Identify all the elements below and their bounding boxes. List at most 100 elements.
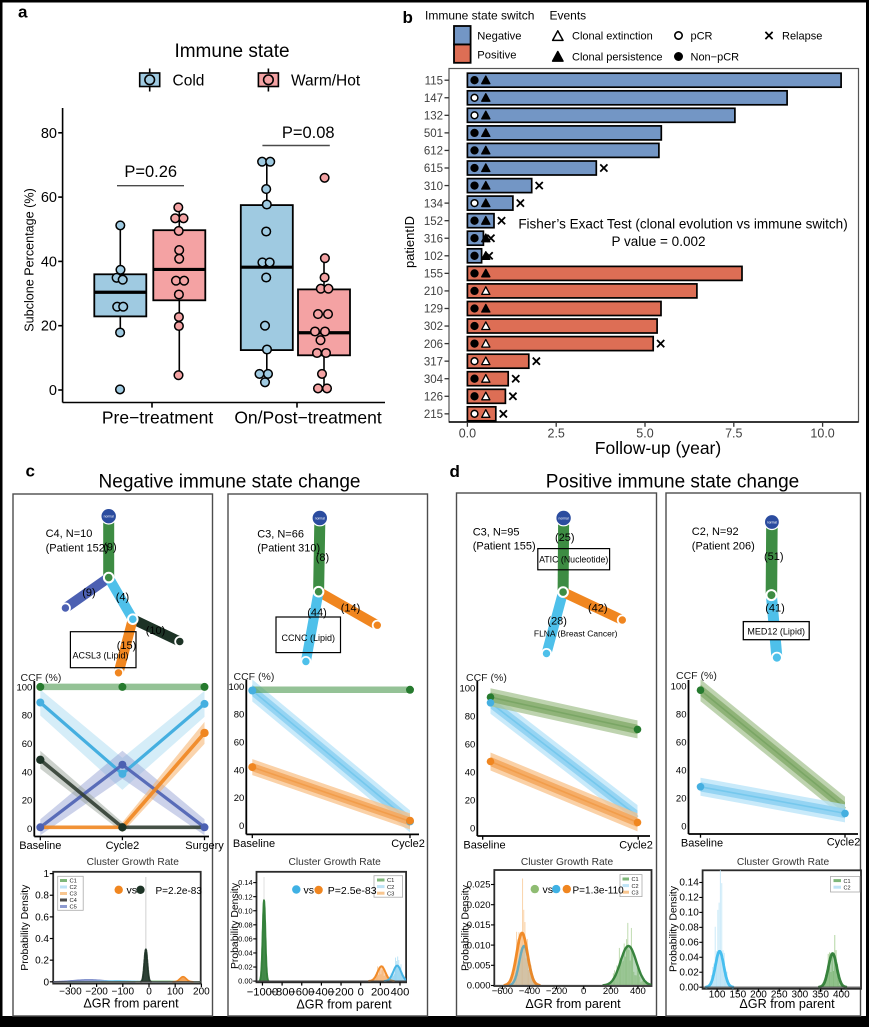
svg-text:0: 0	[27, 824, 32, 835]
svg-text:CCF (%): CCF (%)	[234, 671, 275, 683]
svg-text:Clonal persistence: Clonal persistence	[572, 52, 663, 64]
svg-text:7.5: 7.5	[725, 427, 742, 441]
svg-text:501: 501	[424, 128, 443, 140]
svg-text:Follow-up (year): Follow-up (year)	[595, 438, 721, 458]
svg-text:Negative immune state change: Negative immune state change	[99, 472, 361, 493]
svg-text:200: 200	[193, 987, 210, 998]
svg-text:0.12: 0.12	[238, 892, 253, 901]
svg-text:400: 400	[391, 987, 410, 999]
svg-text:normal: normal	[315, 516, 325, 520]
svg-text:(8): (8)	[316, 552, 329, 564]
svg-text:5.0: 5.0	[636, 427, 653, 441]
svg-text:normal: normal	[104, 515, 114, 519]
svg-text:Non−pCR: Non−pCR	[691, 52, 740, 64]
svg-text:200: 200	[371, 987, 390, 999]
svg-text:FLNA (Breast Cancer): FLNA (Breast Cancer)	[534, 629, 618, 639]
svg-text:C2: C2	[632, 884, 639, 890]
svg-text:ACSL3 (Lipid): ACSL3 (Lipid)	[72, 651, 128, 661]
svg-text:150: 150	[729, 990, 746, 1001]
svg-text:Negative: Negative	[477, 30, 521, 42]
svg-text:−600: −600	[492, 986, 513, 997]
svg-text:P=2.2e-83: P=2.2e-83	[156, 886, 203, 897]
svg-text:615: 615	[424, 163, 443, 175]
svg-text:400: 400	[833, 990, 850, 1001]
svg-text:147: 147	[424, 93, 443, 105]
svg-text:(41): (41)	[765, 603, 785, 615]
svg-text:0.0: 0.0	[459, 427, 476, 441]
svg-text:132: 132	[424, 111, 443, 123]
svg-text:Clonal extinction: Clonal extinction	[572, 31, 653, 43]
svg-text:Fisher’s Exact Test (clonal ev: Fisher’s Exact Test (clonal evolution vs…	[518, 217, 847, 232]
svg-text:80: 80	[41, 126, 57, 142]
svg-text:patientID: patientID	[402, 216, 417, 268]
svg-text:0: 0	[470, 824, 475, 835]
svg-text:0.02: 0.02	[679, 967, 699, 978]
svg-text:Events: Events	[550, 9, 587, 23]
svg-text:C1: C1	[387, 878, 394, 884]
svg-text:ΔGR from parent: ΔGR from parent	[296, 998, 392, 1012]
svg-text:Positive immune state change: Positive immune state change	[546, 472, 799, 493]
svg-text:Positive: Positive	[477, 50, 516, 62]
svg-text:40: 40	[676, 766, 687, 777]
svg-text:0.10: 0.10	[238, 906, 253, 915]
svg-text:20: 20	[465, 796, 476, 807]
svg-text:CCNC (Lipid): CCNC (Lipid)	[282, 633, 336, 643]
svg-text:316: 316	[424, 233, 443, 245]
svg-text:a: a	[18, 3, 28, 22]
svg-text:vs: vs	[543, 884, 554, 896]
svg-text:C2, N=92: C2, N=92	[692, 526, 739, 538]
svg-text:100: 100	[228, 682, 244, 693]
svg-text:(28): (28)	[547, 616, 567, 628]
svg-text:1: 1	[43, 869, 49, 880]
svg-text:40: 40	[465, 768, 476, 779]
svg-text:vs: vs	[304, 884, 315, 896]
svg-text:C5: C5	[70, 905, 77, 911]
svg-text:Probability Density: Probability Density	[20, 884, 31, 971]
svg-text:P=0.26: P=0.26	[124, 163, 177, 181]
svg-text:C2: C2	[844, 885, 851, 891]
svg-text:400: 400	[630, 986, 646, 997]
svg-text:20: 20	[676, 794, 687, 805]
svg-text:C4, N=10: C4, N=10	[46, 528, 93, 540]
svg-text:210: 210	[424, 286, 443, 298]
svg-text:0.14: 0.14	[679, 878, 699, 889]
svg-text:0.14: 0.14	[238, 878, 253, 887]
svg-text:−200: −200	[328, 987, 353, 999]
svg-text:normal: normal	[767, 520, 777, 524]
svg-text:0: 0	[581, 986, 586, 997]
svg-text:(9): (9)	[82, 587, 95, 599]
svg-text:(14): (14)	[341, 603, 361, 615]
svg-text:0: 0	[43, 977, 49, 988]
svg-text:C2: C2	[70, 885, 77, 891]
svg-text:0.025: 0.025	[467, 880, 491, 891]
svg-text:612: 612	[424, 146, 443, 158]
svg-text:C3: C3	[387, 891, 394, 897]
svg-text:350: 350	[812, 990, 829, 1001]
svg-text:Probability Density: Probability Density	[461, 884, 472, 971]
svg-text:Cycle2: Cycle2	[827, 837, 861, 849]
svg-text:Cycle2: Cycle2	[619, 840, 653, 852]
svg-text:ΔGR from parent: ΔGR from parent	[525, 997, 621, 1011]
svg-text:(4): (4)	[116, 592, 129, 604]
svg-text:−400: −400	[309, 987, 334, 999]
svg-text:115: 115	[425, 75, 443, 87]
svg-text:(25): (25)	[555, 532, 575, 544]
svg-text:0.08: 0.08	[238, 920, 253, 929]
svg-text:0.2: 0.2	[35, 956, 49, 967]
svg-text:Subclone Percentage (%): Subclone Percentage (%)	[23, 188, 37, 332]
svg-text:40: 40	[22, 767, 33, 778]
svg-text:P=1.3e-110: P=1.3e-110	[573, 885, 625, 896]
svg-text:0.00: 0.00	[238, 977, 253, 986]
svg-text:(51): (51)	[764, 551, 784, 563]
svg-text:Surgery: Surgery	[185, 840, 224, 852]
svg-text:0.020: 0.020	[467, 900, 491, 911]
svg-text:Cluster Growth Rate: Cluster Growth Rate	[87, 857, 180, 868]
svg-text:126: 126	[424, 392, 443, 404]
svg-text:80: 80	[676, 710, 687, 721]
svg-text:129: 129	[424, 304, 443, 316]
svg-text:0: 0	[358, 987, 364, 999]
svg-text:100: 100	[167, 987, 184, 998]
svg-text:−200: −200	[85, 987, 108, 998]
svg-text:0.04: 0.04	[679, 953, 699, 964]
svg-text:0: 0	[49, 383, 57, 399]
